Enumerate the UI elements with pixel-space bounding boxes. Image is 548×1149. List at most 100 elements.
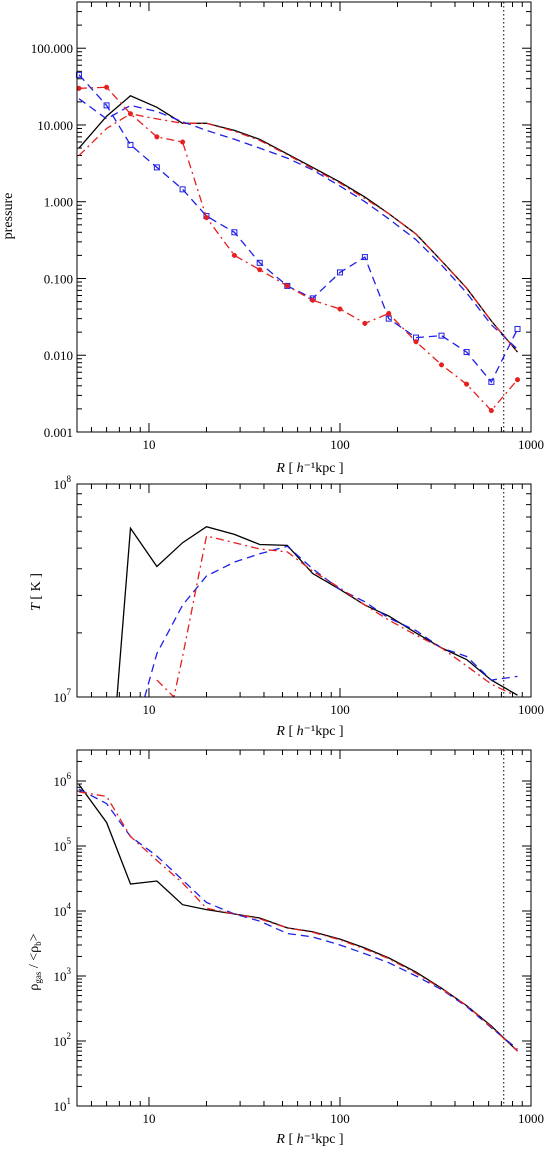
density-ytick-label: 105 — [54, 836, 72, 854]
pressure-xtick-label: 1000 — [518, 437, 544, 452]
temperature-ytick-label-exp: 7 — [67, 687, 72, 697]
pressure-ytick-label: 0.010 — [44, 348, 73, 363]
pressure-series-5-point — [203, 215, 210, 221]
density-xlabel-inverse: ⁻¹ — [304, 1132, 316, 1147]
density-ytick-label-exp: 3 — [67, 966, 72, 976]
pressure-series-5-line — [78, 86, 518, 412]
density-ytick-label-base: 10 — [54, 839, 67, 854]
density-ylabel-rho: ρ — [27, 984, 42, 991]
temperature-ytick-label-base: 10 — [54, 690, 67, 705]
pressure-ytick-label: 100.000 — [31, 41, 73, 56]
density-ylabel-mid: / <ρ — [27, 946, 42, 972]
pressure-series-4-point — [514, 325, 521, 332]
density-ytick-label: 102 — [54, 1031, 72, 1049]
pressure-series-5-point — [464, 381, 470, 387]
pressure-ytick-label: 0.001 — [44, 425, 73, 440]
pressure-plot: 10 100 1000 0.001 0.010 0.100 1.000 10.000 100.0… — [31, 1, 544, 452]
pressure-series-4-point — [103, 102, 110, 109]
pressure-series-4-point — [231, 229, 238, 236]
temperature-ytick-label: 108 — [54, 474, 72, 492]
pressure-ylabel: pressure — [1, 193, 16, 240]
temperature-series-3-line — [156, 535, 513, 697]
density-xlabel-r: R — [275, 1132, 285, 1147]
density-axes-frame — [76, 749, 532, 1107]
pressure-series-1-line — [78, 95, 518, 353]
temperature-xlabel: R [ h⁻¹kpc ] — [275, 724, 343, 739]
temperature-xtick-label: 10 — [142, 702, 155, 717]
pressure-series-5-point — [154, 134, 160, 140]
density-ytick-label-base: 10 — [54, 774, 67, 789]
temperature-axes-frame — [76, 483, 532, 698]
density-ytick-label-exp: 1 — [67, 1096, 72, 1106]
density-xlabel-bracket: [ — [285, 1132, 297, 1147]
temperature-series-2-line — [144, 545, 518, 697]
pressure-series-4-point — [463, 349, 470, 356]
pressure-series-5-point — [438, 362, 445, 368]
temperature-series-1-line — [116, 525, 518, 697]
density-ylabel-gas: gas — [33, 971, 43, 983]
pressure-series-5-point — [362, 320, 368, 326]
temperature-xtick-label: 1000 — [518, 702, 544, 717]
pressure-series-4-point — [127, 141, 134, 148]
temperature-ylabel: T [ K ] — [29, 573, 44, 611]
density-series-3-line — [78, 791, 518, 1052]
pressure-series-3-line — [78, 113, 518, 353]
temperature-xlabel-bracket: [ — [285, 724, 297, 739]
pressure-series-4-point — [488, 378, 495, 385]
pressure-axes-frame — [76, 1, 532, 433]
pressure-series-4-line — [78, 74, 519, 384]
pressure-series-5-point — [231, 252, 237, 258]
pressure-series-5-point — [386, 310, 392, 317]
density-xlabel-unit: kpc ] — [315, 1132, 343, 1147]
pressure-series-5-point — [257, 267, 263, 273]
pressure-series-4-point — [75, 71, 82, 78]
temperature-ytick-label-base: 10 — [54, 477, 67, 492]
pressure-ytick-label: 10.000 — [37, 118, 73, 133]
density-ylabel-end: > — [27, 933, 42, 941]
pressure-ytick-label: 1.000 — [44, 195, 73, 210]
density-xtick-label: 100 — [330, 1111, 350, 1126]
density-ytick-label: 103 — [54, 966, 72, 984]
pressure-series-4-point — [361, 254, 368, 261]
pressure-xlabel-r: R — [275, 461, 285, 476]
pressure-xlabel: R [ h⁻¹kpc ] — [275, 461, 343, 476]
pressure-xlabel-h: h — [297, 461, 304, 476]
pressure-series-5-point — [514, 377, 521, 383]
density-ylabel-b: b — [33, 941, 43, 946]
pressure-series-5-point — [127, 111, 134, 117]
temperature-xlabel-inverse: ⁻¹ — [304, 724, 316, 739]
pressure-series-4-point — [385, 315, 392, 322]
pressure-series-5-point — [284, 283, 290, 289]
temperature-ytick-label-exp: 8 — [67, 474, 72, 484]
density-xtick-label: 1000 — [518, 1111, 544, 1126]
pressure-series-5-point — [104, 84, 110, 90]
temperature-ylabel-t: T — [29, 602, 44, 611]
density-ytick-label-base: 10 — [54, 1034, 67, 1049]
density-ytick-label-exp: 4 — [67, 901, 72, 911]
pressure-series-5-point — [310, 297, 316, 303]
density-ylabel: ρgas / <ρb> — [27, 933, 43, 990]
temperature-xlabel-r: R — [275, 724, 285, 739]
density-ytick-label-base: 10 — [54, 904, 67, 919]
pressure-series-4-point — [336, 269, 343, 276]
density-series-1-line — [78, 784, 518, 1052]
density-ytick-label: 106 — [54, 771, 72, 789]
density-panel: ρgas / <ρb> R [ h⁻¹kpc ] — [27, 933, 344, 1147]
density-ytick-label-exp: 2 — [67, 1031, 72, 1041]
temperature-xlabel-unit: kpc ] — [315, 724, 343, 739]
pressure-series-4-point — [438, 332, 445, 339]
pressure-series-5-point — [488, 408, 494, 414]
density-series-2-line — [78, 788, 518, 1050]
pressure-xtick-label: 100 — [330, 437, 350, 452]
pressure-series-4-point — [256, 259, 263, 266]
density-ytick-label: 104 — [54, 901, 72, 919]
pressure-series-5-point — [337, 306, 343, 312]
density-xlabel: R [ h⁻¹kpc ] — [275, 1132, 343, 1147]
pressure-xlabel-bracket: [ — [285, 461, 297, 476]
pressure-ytick-label: 0.100 — [44, 271, 73, 286]
temperature-xlabel-h: h — [297, 724, 304, 739]
temperature-ylabel-unit: [ K ] — [29, 573, 44, 603]
